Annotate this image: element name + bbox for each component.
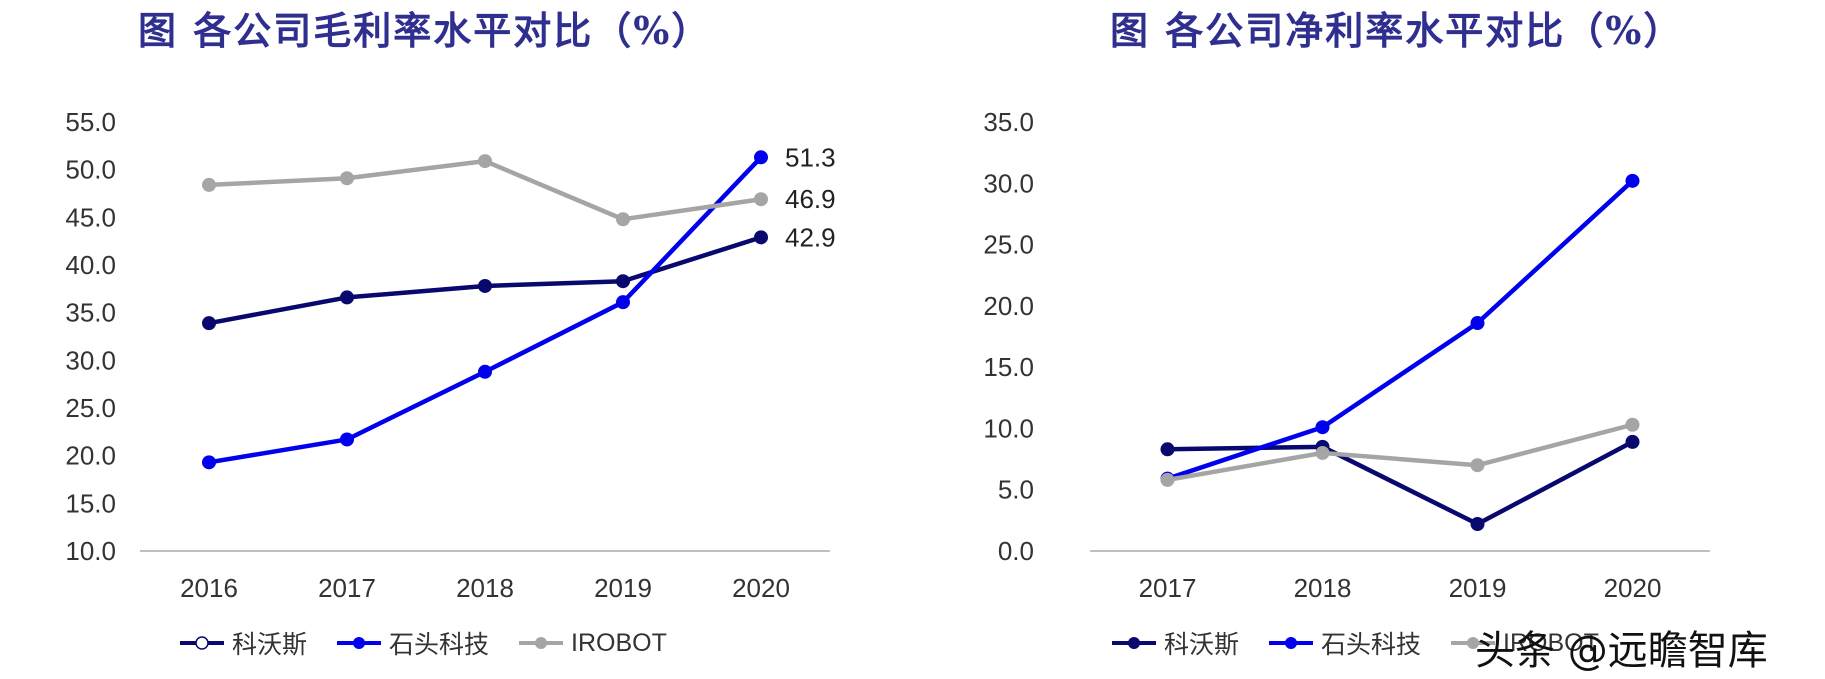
legend-label: 石头科技: [1321, 630, 1422, 659]
gross-margin-chart: 10.0 15.0 20.0 25.0 30.0 35.0 40.0 45.0 50.0 55.0…: [65, 107, 836, 603]
data-point: [616, 295, 630, 310]
y-tick-label: 25.0: [65, 393, 116, 423]
y-tick-label: 10.0: [65, 536, 116, 566]
data-point: [340, 290, 354, 305]
legend-line-marker-icon: [519, 637, 564, 649]
legend-label: IROBOT: [1503, 628, 1599, 657]
data-label: 51.3: [785, 142, 836, 172]
legend-label: 科沃斯: [232, 630, 308, 659]
y-tick-label: 15.0: [65, 488, 116, 518]
data-point: [340, 432, 354, 447]
data-point: [1625, 173, 1640, 188]
legend-item-shitou: 石头科技: [335, 625, 489, 661]
data-point: [478, 154, 492, 169]
data-point: [1625, 434, 1640, 449]
x-tick-label: 2019: [594, 573, 652, 603]
data-point: [1315, 420, 1330, 435]
legend-item-irobot: IROBOT: [1449, 629, 1599, 658]
legend-label: 科沃斯: [1164, 630, 1240, 659]
y-tick-label: 20.0: [65, 441, 116, 471]
legend-line-marker-icon: [1451, 637, 1496, 649]
y-tick-label: 15.0: [983, 352, 1034, 382]
data-point: [1625, 417, 1640, 432]
data-point: [1470, 316, 1485, 331]
data-label: 42.9: [785, 222, 836, 252]
chart-title-net-margin: 图 各公司净利率水平对比（%）: [1110, 8, 1684, 53]
y-tick-label: 50.0: [65, 155, 116, 185]
y-tick-label: 5.0: [998, 475, 1034, 505]
x-tick-label: 2019: [1449, 573, 1507, 603]
gross-margin-panel: 图 各公司毛利率水平对比（%） 10.0 15.0 20.0 25.0 30.0 35.0…: [0, 0, 912, 679]
y-tick-label: 0.0: [998, 536, 1034, 566]
data-point: [616, 212, 630, 227]
net-margin-chart: 0.0 5.0 10.0 15.0 20.0 25.0 30.0 35.0 2017 2018 20…: [983, 107, 1710, 603]
x-tick-label: 2020: [1604, 573, 1662, 603]
y-tick-label: 20.0: [983, 291, 1034, 321]
x-tick-label: 2017: [318, 573, 376, 603]
data-point: [340, 171, 354, 186]
legend-item-kewosi: 科沃斯: [178, 625, 307, 661]
chart-title-gross-margin: 图 各公司毛利率水平对比（%）: [138, 8, 712, 53]
legend-line-marker-icon: [337, 637, 382, 649]
net-margin-panel: 图 各公司净利率水平对比（%） 0.0 5.0 10.0 15.0 20.0 25.0 30…: [912, 0, 1825, 679]
y-tick-label: 45.0: [65, 202, 116, 232]
series-line-2: [1167, 422, 1634, 483]
data-label: 46.9: [785, 184, 836, 214]
legend-net-margin: 科沃斯 石头科技 IROBOT: [1110, 625, 1599, 661]
series-line-0: [1167, 439, 1634, 527]
data-point: [202, 316, 216, 331]
legend-item-kewosi: 科沃斯: [1110, 625, 1239, 661]
legend-line-marker-icon: [180, 636, 224, 650]
data-point: [478, 278, 492, 293]
data-point: [616, 274, 630, 289]
series-line-1: [1166, 179, 1635, 481]
data-point: [1470, 458, 1485, 473]
legend-label: 石头科技: [389, 630, 490, 659]
series-line-2: [208, 158, 762, 222]
data-point: [754, 150, 768, 165]
legend-gross-margin: 科沃斯 石头科技 IROBOT: [178, 625, 667, 661]
legend-item-shitou: 石头科技: [1267, 625, 1421, 661]
y-tick-label: 35.0: [983, 107, 1034, 137]
watermark: 头条 @远瞻智库: [1475, 628, 1768, 674]
y-tick-label: 30.0: [65, 345, 116, 375]
y-tick-label: 25.0: [983, 230, 1034, 260]
legend-line-marker-icon: [1269, 637, 1314, 649]
data-point: [478, 364, 492, 379]
data-point: [1160, 442, 1175, 457]
data-point: [754, 230, 768, 245]
data-point: [1160, 472, 1175, 487]
legend-item-irobot: IROBOT: [517, 629, 667, 658]
data-point: [202, 177, 216, 192]
data-point: [1470, 517, 1485, 532]
legend-label: IROBOT: [571, 628, 667, 657]
data-point: [754, 192, 768, 207]
y-tick-label: 30.0: [983, 168, 1034, 198]
x-tick-label: 2016: [180, 573, 238, 603]
x-tick-label: 2020: [732, 573, 790, 603]
legend-line-marker-icon: [1112, 637, 1156, 649]
data-point: [1315, 445, 1330, 460]
y-tick-label: 55.0: [65, 107, 116, 137]
y-tick-label: 40.0: [65, 250, 116, 280]
x-tick-label: 2018: [1294, 573, 1352, 603]
x-tick-label: 2018: [456, 573, 514, 603]
data-point: [202, 455, 216, 470]
x-tick-label: 2017: [1139, 573, 1197, 603]
y-tick-label: 35.0: [65, 298, 116, 328]
y-tick-label: 10.0: [983, 413, 1034, 443]
